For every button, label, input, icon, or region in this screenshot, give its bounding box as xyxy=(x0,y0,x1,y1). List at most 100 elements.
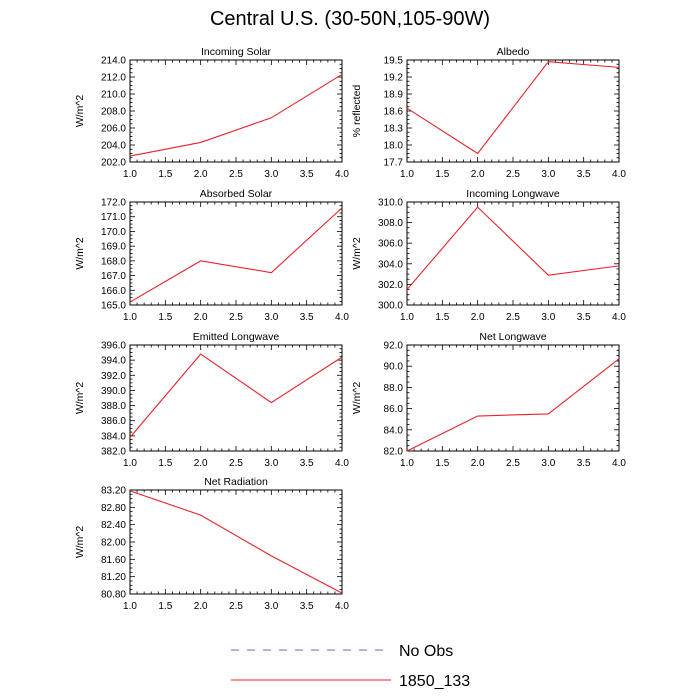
y-tick-label: 19.2 xyxy=(384,73,404,84)
legend-label: No Obs xyxy=(399,643,453,660)
y-tick-label: 206.0 xyxy=(101,124,126,135)
x-tick-label: 3.0 xyxy=(264,169,278,180)
x-tick-label: 2.0 xyxy=(194,312,208,323)
y-tick-label: 90.0 xyxy=(384,362,404,373)
x-tick-label: 3.5 xyxy=(300,601,314,612)
y-tick-label: 172.0 xyxy=(101,198,126,209)
plot-frame xyxy=(406,201,620,306)
x-tick-label: 2.5 xyxy=(506,169,520,180)
y-tick-label: 394.0 xyxy=(101,356,126,367)
chart-main-title: Central U.S. (30-50N,105-90W) xyxy=(209,8,491,30)
x-tick-label: 2.0 xyxy=(194,169,208,180)
x-tick-label: 2.5 xyxy=(229,601,243,612)
x-tick-label: 2.0 xyxy=(471,458,485,469)
y-axis-label: W/m^2 xyxy=(351,382,363,415)
panel-title: Net Longwave xyxy=(479,331,546,343)
x-tick-label: 1.5 xyxy=(158,169,172,180)
x-tick-label: 3.0 xyxy=(264,312,278,323)
x-tick-label: 2.0 xyxy=(471,312,485,323)
series-line xyxy=(129,73,343,157)
x-tick-label: 3.5 xyxy=(577,169,591,180)
panel-title: Incoming Longwave xyxy=(466,188,560,200)
plot-frame xyxy=(129,59,343,163)
plot-frame xyxy=(129,489,343,595)
y-tick-label: 84.0 xyxy=(384,425,404,436)
plot-frame xyxy=(406,59,620,163)
y-tick-label: 18.9 xyxy=(384,90,404,101)
x-tick-label: 4.0 xyxy=(612,312,626,323)
y-tick-label: 302.0 xyxy=(378,280,403,291)
x-tick-label: 2.5 xyxy=(229,169,243,180)
y-tick-label: 81.20 xyxy=(101,572,126,583)
y-tick-label: 392.0 xyxy=(101,371,126,382)
series-line xyxy=(406,206,620,290)
y-tick-label: 310.0 xyxy=(378,198,403,209)
y-axis-label: W/m^2 xyxy=(74,95,86,128)
y-tick-label: 86.0 xyxy=(384,404,404,415)
y-axis-label: W/m^2 xyxy=(74,382,86,415)
y-tick-label: 208.0 xyxy=(101,107,126,118)
x-tick-label: 2.0 xyxy=(194,601,208,612)
y-tick-label: 82.40 xyxy=(101,520,126,531)
x-tick-label: 1.0 xyxy=(123,312,137,323)
x-tick-label: 3.0 xyxy=(541,458,555,469)
y-axis-label: W/m^2 xyxy=(74,526,86,559)
y-tick-label: 204.0 xyxy=(101,141,126,152)
y-tick-label: 214.0 xyxy=(101,56,126,67)
y-tick-label: 92.0 xyxy=(384,341,404,352)
x-tick-label: 3.5 xyxy=(300,458,314,469)
y-tick-label: 306.0 xyxy=(378,239,403,250)
y-tick-label: 18.3 xyxy=(384,124,404,135)
y-tick-label: 390.0 xyxy=(101,386,126,397)
x-tick-label: 1.0 xyxy=(400,169,414,180)
series-line xyxy=(406,358,620,452)
y-tick-label: 81.60 xyxy=(101,555,126,566)
x-tick-label: 1.0 xyxy=(400,312,414,323)
y-tick-label: 168.0 xyxy=(101,256,126,267)
legend: No Obs 1850_133 xyxy=(231,643,470,690)
x-tick-label: 4.0 xyxy=(335,169,349,180)
x-tick-label: 1.0 xyxy=(400,458,414,469)
panel-title: Albedo xyxy=(497,46,530,58)
y-tick-label: 388.0 xyxy=(101,401,126,412)
panel-5: 1.0 1.5 2.0 2.5 3.0 3.5 4.0 382.0 384.0 386.0 388.… xyxy=(74,331,349,469)
panel-title: Emitted Longwave xyxy=(193,331,280,343)
y-axis-label: % reflected xyxy=(351,85,363,138)
y-tick-label: 165.0 xyxy=(101,301,126,312)
panel-title: Net Radiation xyxy=(204,476,268,488)
y-tick-label: 384.0 xyxy=(101,431,126,442)
x-tick-label: 3.5 xyxy=(300,169,314,180)
x-tick-label: 3.5 xyxy=(300,312,314,323)
series-line xyxy=(129,490,343,594)
x-tick-label: 1.5 xyxy=(435,312,449,323)
y-tick-label: 17.7 xyxy=(384,158,404,169)
y-tick-label: 382.0 xyxy=(101,447,126,458)
x-tick-label: 1.5 xyxy=(435,458,449,469)
series-line xyxy=(129,207,343,303)
x-tick-label: 1.5 xyxy=(158,601,172,612)
plot-frame xyxy=(129,201,343,306)
y-tick-label: 300.0 xyxy=(378,301,403,312)
panel-3: 1.0 1.5 2.0 2.5 3.0 3.5 4.0 165.0 166.0 167.0 168.… xyxy=(74,188,349,323)
y-tick-label: 308.0 xyxy=(378,218,403,229)
y-tick-label: 304.0 xyxy=(378,259,403,270)
x-tick-label: 1.5 xyxy=(158,312,172,323)
x-tick-label: 4.0 xyxy=(612,169,626,180)
panel-title: Absorbed Solar xyxy=(200,188,273,200)
y-tick-label: 18.0 xyxy=(384,141,404,152)
panel-7: 1.0 1.5 2.0 2.5 3.0 3.5 4.0 80.80 81.20 81.60 82.0… xyxy=(74,476,349,612)
x-tick-label: 1.0 xyxy=(123,169,137,180)
x-tick-label: 1.5 xyxy=(158,458,172,469)
y-tick-label: 166.0 xyxy=(101,286,126,297)
x-tick-label: 1.5 xyxy=(435,169,449,180)
y-tick-label: 80.80 xyxy=(101,590,126,601)
x-tick-label: 3.0 xyxy=(264,601,278,612)
y-axis-label: W/m^2 xyxy=(351,237,363,270)
x-tick-label: 3.0 xyxy=(264,458,278,469)
y-tick-label: 210.0 xyxy=(101,90,126,101)
panel-1: 1.0 1.5 2.0 2.5 3.0 3.5 4.0 202.0 204.0 206.0 208.… xyxy=(74,46,349,180)
legend-label: 1850_133 xyxy=(399,673,470,690)
y-tick-label: 88.0 xyxy=(384,383,404,394)
y-tick-label: 171.0 xyxy=(101,212,126,223)
